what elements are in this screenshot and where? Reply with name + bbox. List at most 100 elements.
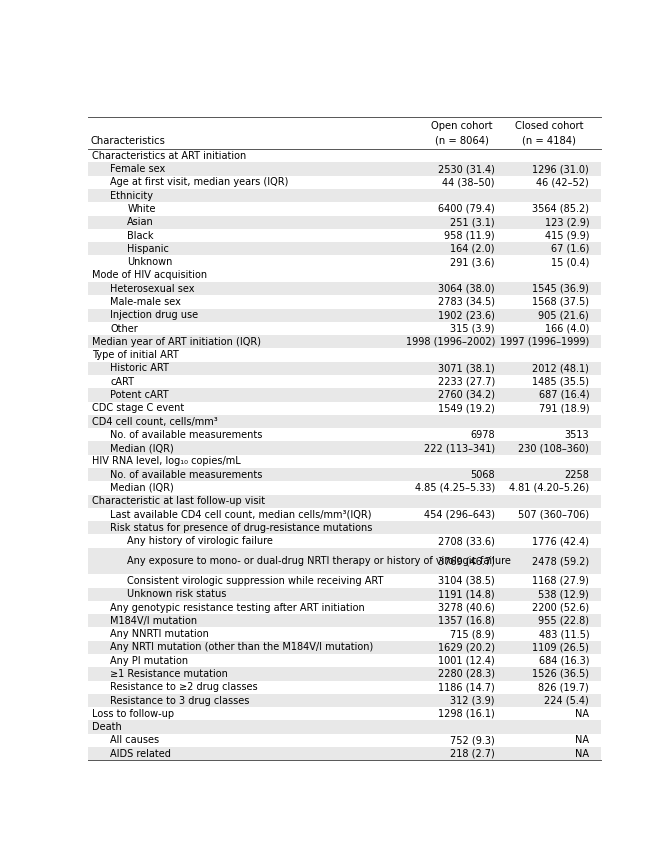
Text: 687 (16.4): 687 (16.4) — [538, 390, 589, 400]
Text: 123 (2.9): 123 (2.9) — [544, 217, 589, 227]
Bar — [88, 721, 601, 734]
Bar — [88, 468, 601, 481]
Text: Any NNRTI mutation: Any NNRTI mutation — [110, 629, 209, 639]
Bar — [88, 348, 601, 362]
Text: Mode of HIV acquisition: Mode of HIV acquisition — [92, 270, 208, 281]
Bar — [88, 668, 601, 680]
Text: 684 (16.3): 684 (16.3) — [539, 656, 589, 666]
Text: All causes: All causes — [110, 735, 159, 746]
Text: Resistance to 3 drug classes: Resistance to 3 drug classes — [110, 696, 249, 705]
Bar — [88, 734, 601, 747]
Text: 2708 (33.6): 2708 (33.6) — [438, 536, 495, 546]
Text: cART: cART — [110, 377, 134, 387]
Text: 164 (2.0): 164 (2.0) — [450, 244, 495, 254]
Bar — [88, 588, 601, 601]
Text: Unknown: Unknown — [127, 257, 173, 267]
Text: Death: Death — [92, 722, 122, 732]
Bar — [88, 335, 601, 348]
Text: 507 (360–706): 507 (360–706) — [518, 510, 589, 520]
Text: HIV RNA level, log₁₀ copies/mL: HIV RNA level, log₁₀ copies/mL — [92, 456, 241, 467]
Text: 46 (42–52): 46 (42–52) — [536, 178, 589, 187]
Text: 1001 (12.4): 1001 (12.4) — [438, 656, 495, 666]
Bar — [88, 269, 601, 282]
Bar — [88, 215, 601, 229]
Bar — [88, 442, 601, 455]
Bar — [88, 189, 601, 202]
Text: Closed cohort: Closed cohort — [515, 121, 583, 131]
Text: 3071 (38.1): 3071 (38.1) — [438, 364, 495, 373]
Text: 415 (9.9): 415 (9.9) — [545, 231, 589, 240]
Text: Consistent virologic suppression while receiving ART: Consistent virologic suppression while r… — [127, 576, 384, 586]
Text: 218 (2.7): 218 (2.7) — [450, 749, 495, 758]
Text: 251 (3.1): 251 (3.1) — [450, 217, 495, 227]
Text: 1998 (1996–2002): 1998 (1996–2002) — [405, 337, 495, 347]
Bar — [88, 494, 601, 508]
Bar — [88, 694, 601, 707]
Bar — [88, 547, 601, 574]
Bar — [88, 455, 601, 468]
Bar — [88, 362, 601, 375]
Text: ≥1 Resistance mutation: ≥1 Resistance mutation — [110, 669, 228, 679]
Text: 752 (9.3): 752 (9.3) — [450, 735, 495, 746]
Bar — [88, 415, 601, 428]
Text: 224 (5.4): 224 (5.4) — [544, 696, 589, 705]
Text: 1296 (31.0): 1296 (31.0) — [532, 164, 589, 174]
Bar — [88, 202, 601, 215]
Bar — [88, 428, 601, 442]
Text: 1997 (1996–1999): 1997 (1996–1999) — [500, 337, 589, 347]
Text: 1526 (36.5): 1526 (36.5) — [532, 669, 589, 679]
Text: 2478 (59.2): 2478 (59.2) — [532, 556, 589, 566]
Text: 291 (3.6): 291 (3.6) — [450, 257, 495, 267]
Text: AIDS related: AIDS related — [110, 749, 171, 758]
Text: 1629 (20.2): 1629 (20.2) — [438, 643, 495, 652]
Text: 1545 (36.9): 1545 (36.9) — [532, 284, 589, 293]
Bar — [88, 481, 601, 494]
Text: 2760 (34.2): 2760 (34.2) — [438, 390, 495, 400]
Text: 1186 (14.7): 1186 (14.7) — [438, 682, 495, 692]
Text: 4.81 (4.20–5.26): 4.81 (4.20–5.26) — [509, 483, 589, 493]
Text: NA: NA — [575, 749, 589, 758]
Text: (n = 8064): (n = 8064) — [435, 136, 489, 145]
Bar — [88, 176, 601, 189]
Text: Median (IQR): Median (IQR) — [110, 443, 174, 453]
Text: 483 (11.5): 483 (11.5) — [538, 629, 589, 639]
Bar — [88, 508, 601, 521]
Text: 1191 (14.8): 1191 (14.8) — [438, 589, 495, 599]
Text: 1485 (35.5): 1485 (35.5) — [532, 377, 589, 387]
Text: 3064 (38.0): 3064 (38.0) — [438, 284, 495, 293]
Text: 2258: 2258 — [564, 469, 589, 480]
Bar — [88, 707, 601, 721]
Text: Characteristics: Characteristics — [91, 136, 165, 146]
Text: 1549 (19.2): 1549 (19.2) — [438, 403, 495, 414]
Text: 958 (11.9): 958 (11.9) — [444, 231, 495, 240]
Text: 2233 (27.7): 2233 (27.7) — [437, 377, 495, 387]
Bar — [88, 162, 601, 176]
Bar — [88, 295, 601, 309]
Text: 15 (0.4): 15 (0.4) — [551, 257, 589, 267]
Text: Potent cART: Potent cART — [110, 390, 169, 400]
Text: 3513: 3513 — [564, 430, 589, 440]
Bar — [88, 521, 601, 535]
Text: Characteristic at last follow-up visit: Characteristic at last follow-up visit — [92, 496, 265, 506]
Text: 6978: 6978 — [470, 430, 495, 440]
Text: Resistance to ≥2 drug classes: Resistance to ≥2 drug classes — [110, 682, 257, 692]
Text: White: White — [127, 204, 156, 214]
Bar — [88, 627, 601, 641]
Text: 312 (3.9): 312 (3.9) — [450, 696, 495, 705]
Text: Historic ART: Historic ART — [110, 364, 169, 373]
Text: 905 (21.6): 905 (21.6) — [538, 311, 589, 320]
Text: 2200 (52.6): 2200 (52.6) — [532, 602, 589, 613]
Text: Any PI mutation: Any PI mutation — [110, 656, 188, 666]
Text: 2783 (34.5): 2783 (34.5) — [438, 297, 495, 307]
Text: 1776 (42.4): 1776 (42.4) — [532, 536, 589, 546]
Text: 44 (38–50): 44 (38–50) — [442, 178, 495, 187]
Text: Open cohort: Open cohort — [431, 121, 493, 131]
Bar — [88, 389, 601, 402]
Text: Other: Other — [110, 323, 138, 334]
Bar — [88, 574, 601, 588]
Bar — [88, 680, 601, 694]
Text: 6400 (79.4): 6400 (79.4) — [438, 204, 495, 214]
Text: 1109 (26.5): 1109 (26.5) — [532, 643, 589, 652]
Text: 5068: 5068 — [470, 469, 495, 480]
Text: Type of initial ART: Type of initial ART — [92, 350, 179, 360]
